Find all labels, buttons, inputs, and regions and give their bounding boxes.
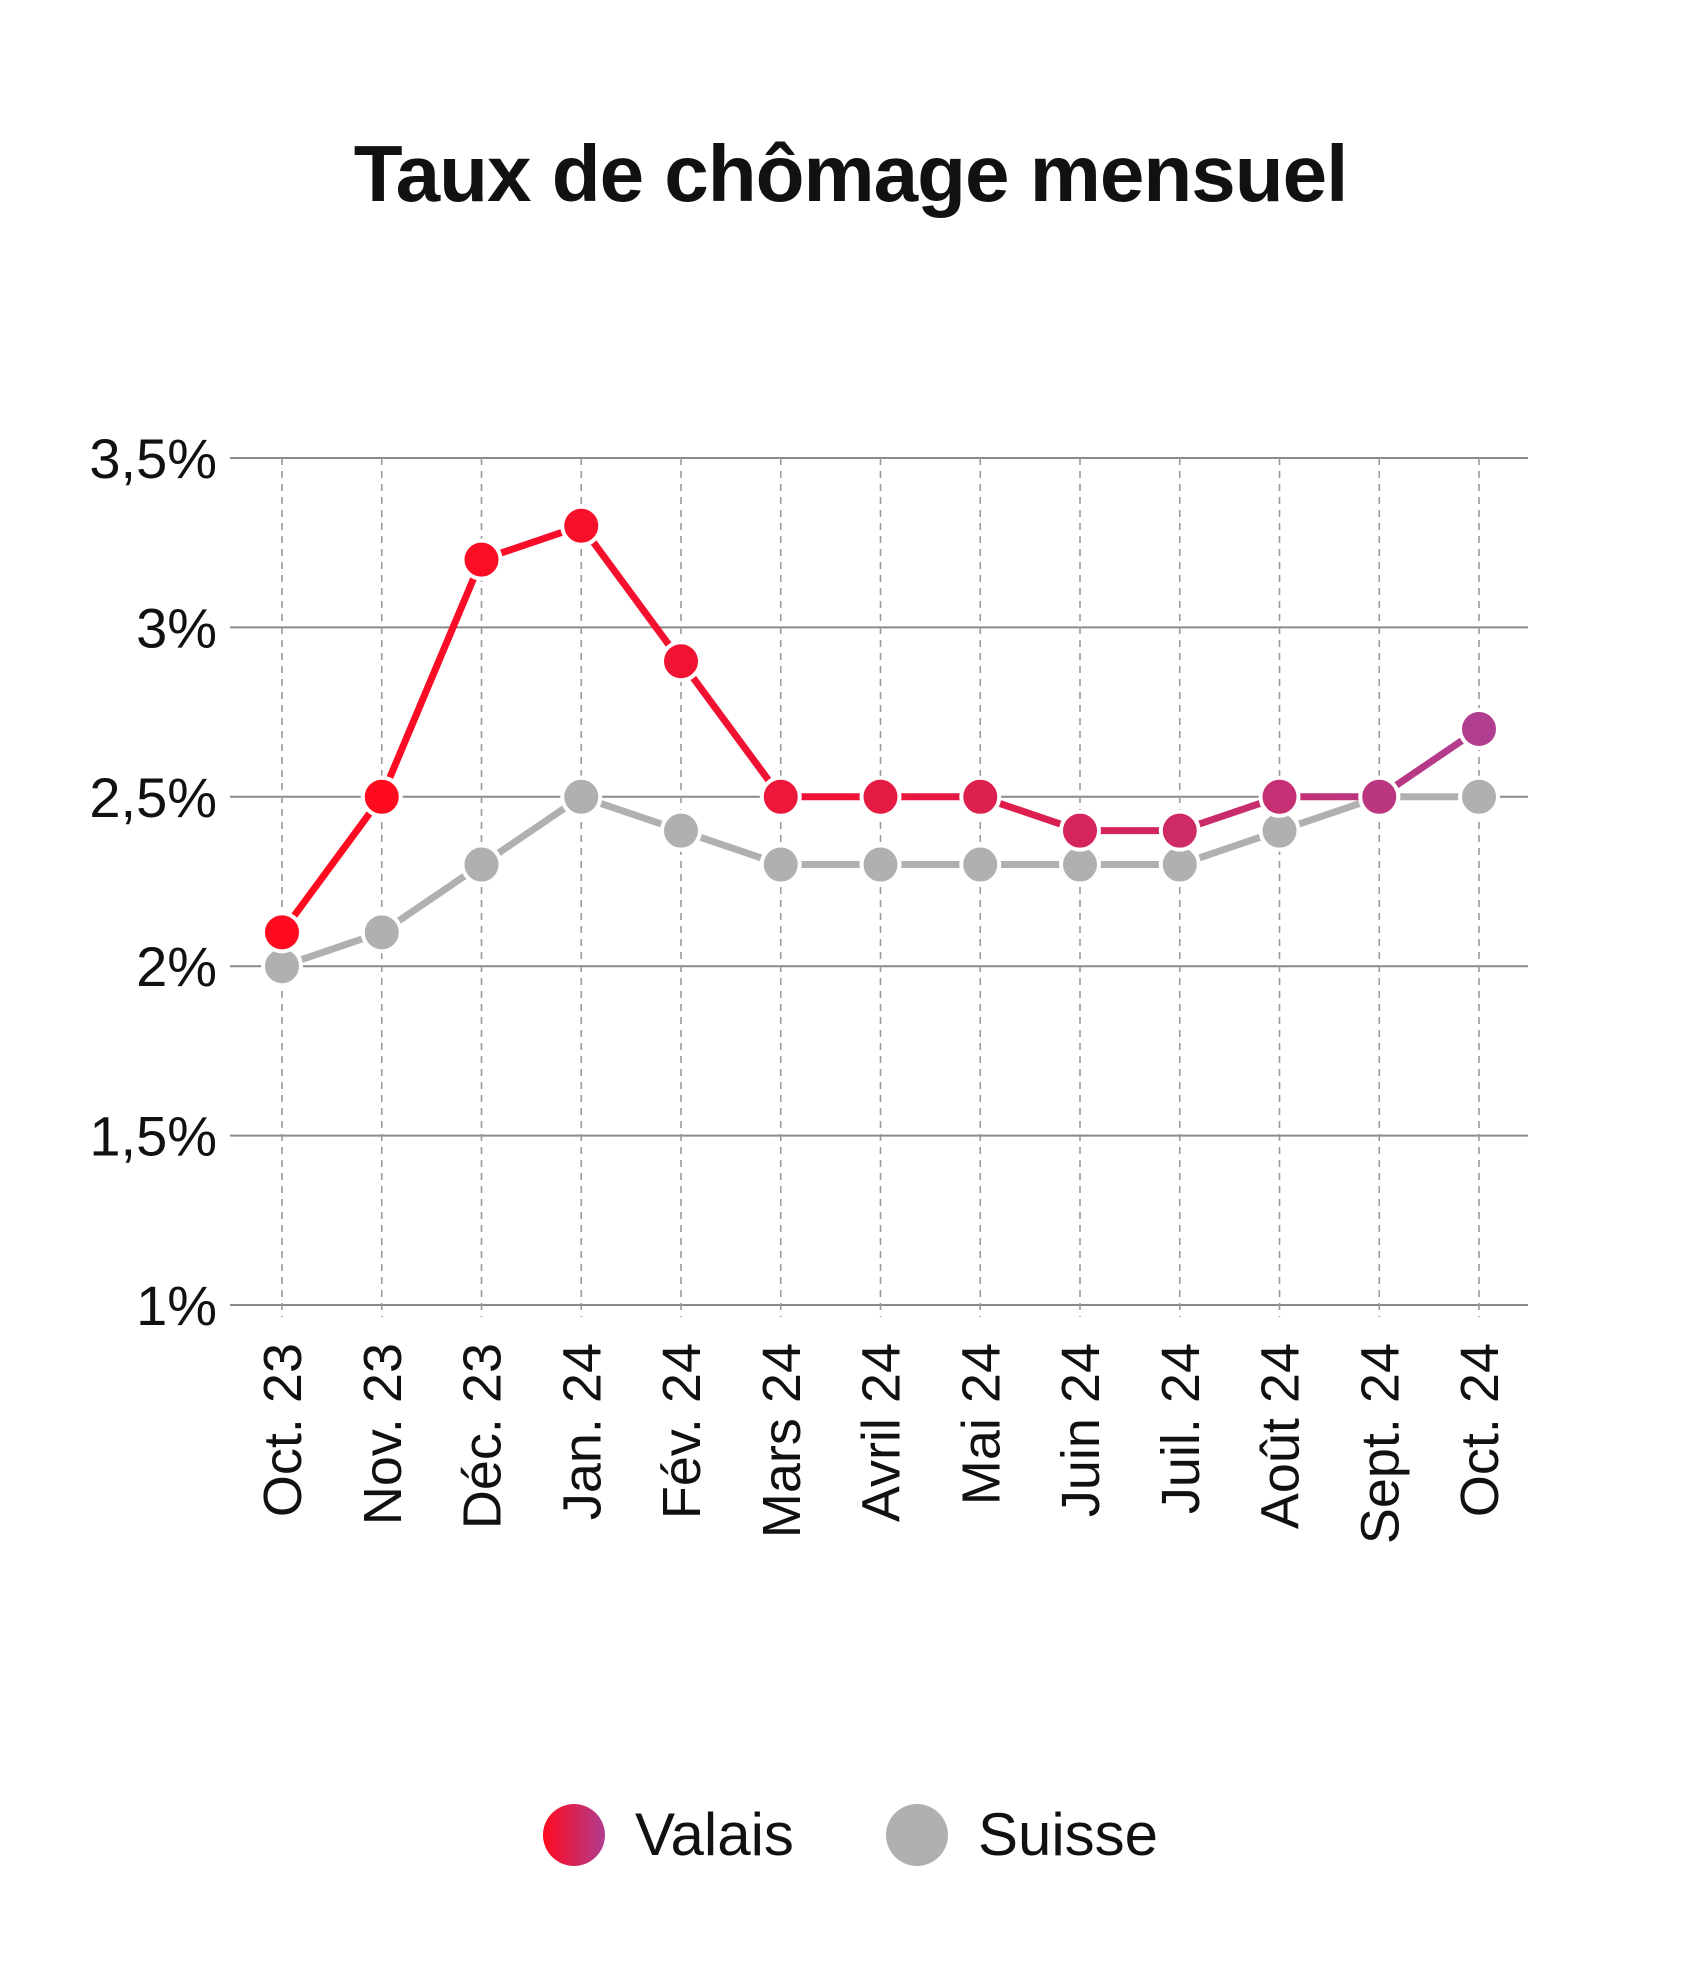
axis-labels: 1% 1,5% 2% 2,5% 3% 3,5% Oct. 23 Nov. 23 Déc. 23 J… bbox=[89, 427, 1510, 1544]
legend-marker-valais bbox=[542, 1803, 605, 1866]
x-tick-label: Mai 24 bbox=[951, 1343, 1011, 1505]
data-point-valais bbox=[261, 911, 303, 954]
x-tick-label: Fév. 24 bbox=[652, 1343, 712, 1519]
data-point-suisse bbox=[1458, 775, 1500, 818]
x-tick-label: Déc. 23 bbox=[453, 1343, 513, 1529]
data-point-valais bbox=[560, 504, 603, 547]
x-tick-label: Avril 24 bbox=[852, 1343, 912, 1522]
y-tick-label: 1,5% bbox=[89, 1105, 217, 1168]
data-point-suisse bbox=[759, 843, 802, 886]
x-tick-label: Nov. 23 bbox=[353, 1343, 413, 1525]
data-point-valais bbox=[1059, 809, 1101, 852]
legend-label-valais: Valais bbox=[634, 1801, 794, 1868]
legend-label-suisse: Suisse bbox=[977, 1801, 1159, 1868]
data-point-suisse bbox=[360, 911, 403, 954]
data-point-valais bbox=[1458, 708, 1500, 751]
y-tick-label: 3% bbox=[136, 596, 217, 659]
grid bbox=[230, 457, 1528, 1317]
data-point-suisse bbox=[560, 775, 603, 818]
legend-item-suisse: Suisse bbox=[885, 1800, 1159, 1869]
legend-item-valais: Valais bbox=[542, 1800, 794, 1869]
data-point-valais bbox=[959, 775, 1002, 818]
data-point-valais bbox=[1358, 775, 1401, 818]
data-point-valais bbox=[859, 775, 902, 818]
data-point-suisse bbox=[460, 843, 503, 886]
x-tick-label: Oct. 24 bbox=[1450, 1343, 1510, 1517]
x-tick-label: Oct. 23 bbox=[253, 1343, 313, 1517]
data-point-valais bbox=[759, 775, 802, 818]
legend: Valais Suisse bbox=[0, 1800, 1701, 1869]
data-point-suisse bbox=[859, 843, 902, 886]
data-point-valais bbox=[460, 538, 503, 581]
y-tick-label: 1% bbox=[136, 1274, 217, 1337]
x-tick-label: Juil. 24 bbox=[1151, 1343, 1211, 1514]
x-tick-label: Juin 24 bbox=[1051, 1343, 1111, 1517]
data-point-valais bbox=[660, 640, 702, 683]
x-tick-label: Sept. 24 bbox=[1350, 1343, 1410, 1544]
chart-title: Taux de chômage mensuel bbox=[353, 129, 1349, 218]
x-tick-label: Jan. 24 bbox=[552, 1343, 612, 1520]
data-point-valais bbox=[360, 775, 403, 818]
series bbox=[261, 504, 1500, 988]
x-tick-label: Mars 24 bbox=[752, 1343, 812, 1538]
y-tick-label: 3,5% bbox=[89, 427, 217, 490]
data-point-valais bbox=[1158, 809, 1201, 852]
data-point-valais bbox=[1258, 775, 1301, 818]
legend-marker-suisse bbox=[885, 1803, 948, 1866]
x-tick-label: Août 24 bbox=[1251, 1343, 1311, 1529]
y-tick-label: 2% bbox=[136, 935, 217, 998]
data-point-suisse bbox=[959, 843, 1002, 886]
y-tick-label: 2,5% bbox=[89, 766, 217, 829]
data-point-suisse bbox=[660, 809, 702, 852]
